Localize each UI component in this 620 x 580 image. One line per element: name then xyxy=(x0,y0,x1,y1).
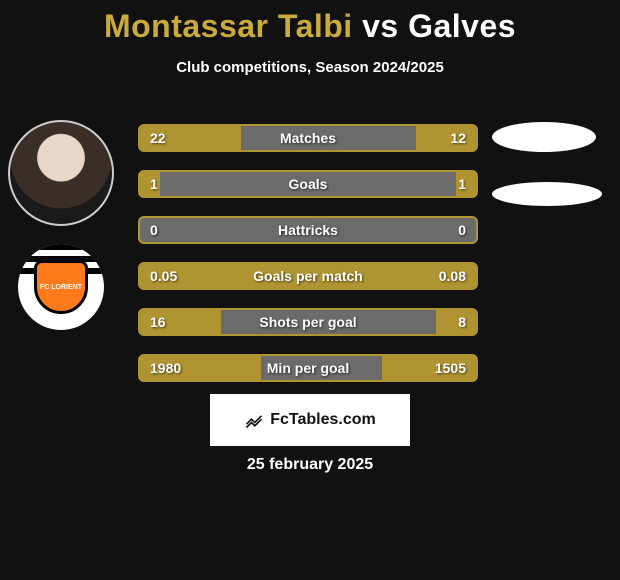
player1-avatar xyxy=(8,120,114,226)
stat-row: 1 Goals 1 xyxy=(138,170,478,198)
attribution-text: FcTables.com xyxy=(270,411,376,429)
stat-label: Matches xyxy=(280,130,336,146)
stat-value-right: 0 xyxy=(458,222,466,238)
subtitle: Club competitions, Season 2024/2025 xyxy=(0,59,620,76)
player2-avatar-placeholder xyxy=(492,122,596,152)
stat-label: Min per goal xyxy=(267,360,349,376)
stat-row: 1980 Min per goal 1505 xyxy=(138,354,478,382)
stat-value-right: 8 xyxy=(458,314,466,330)
stat-value-right: 12 xyxy=(450,130,466,146)
stat-value-left: 0.05 xyxy=(150,268,177,284)
player2-name: Galves xyxy=(408,8,516,44)
stat-label: Shots per goal xyxy=(259,314,356,330)
stat-row: 22 Matches 12 xyxy=(138,124,478,152)
stat-fill-right xyxy=(416,126,476,150)
stat-value-left: 0 xyxy=(150,222,158,238)
stat-row: 16 Shots per goal 8 xyxy=(138,308,478,336)
attribution-badge: FcTables.com xyxy=(210,394,410,446)
stat-value-right: 1505 xyxy=(435,360,466,376)
stat-value-left: 1 xyxy=(150,176,158,192)
chart-icon xyxy=(244,410,264,430)
club-shield: FC LORIENT xyxy=(34,260,88,314)
player1-club-logo: FC LORIENT xyxy=(18,244,104,330)
stat-label: Goals xyxy=(289,176,328,192)
comparison-title: Montassar Talbi vs Galves xyxy=(0,0,620,45)
stat-value-left: 22 xyxy=(150,130,166,146)
vs-label: vs xyxy=(362,8,399,44)
stat-row: 0 Hattricks 0 xyxy=(138,216,478,244)
right-column xyxy=(492,122,604,228)
stat-value-left: 1980 xyxy=(150,360,181,376)
player1-name: Montassar Talbi xyxy=(104,8,353,44)
stat-row: 0.05 Goals per match 0.08 xyxy=(138,262,478,290)
stat-value-right: 1 xyxy=(458,176,466,192)
left-column: FC LORIENT xyxy=(8,120,114,330)
stat-value-right: 0.08 xyxy=(439,268,466,284)
stat-value-left: 16 xyxy=(150,314,166,330)
player2-club-placeholder xyxy=(492,182,602,206)
stat-fill-right xyxy=(436,310,476,334)
stats-container: 22 Matches 12 1 Goals 1 0 Hattricks 0 0.05 Goals p… xyxy=(138,124,478,400)
date-label: 25 february 2025 xyxy=(247,456,373,474)
stat-label: Goals per match xyxy=(253,268,363,284)
stat-label: Hattricks xyxy=(278,222,338,238)
